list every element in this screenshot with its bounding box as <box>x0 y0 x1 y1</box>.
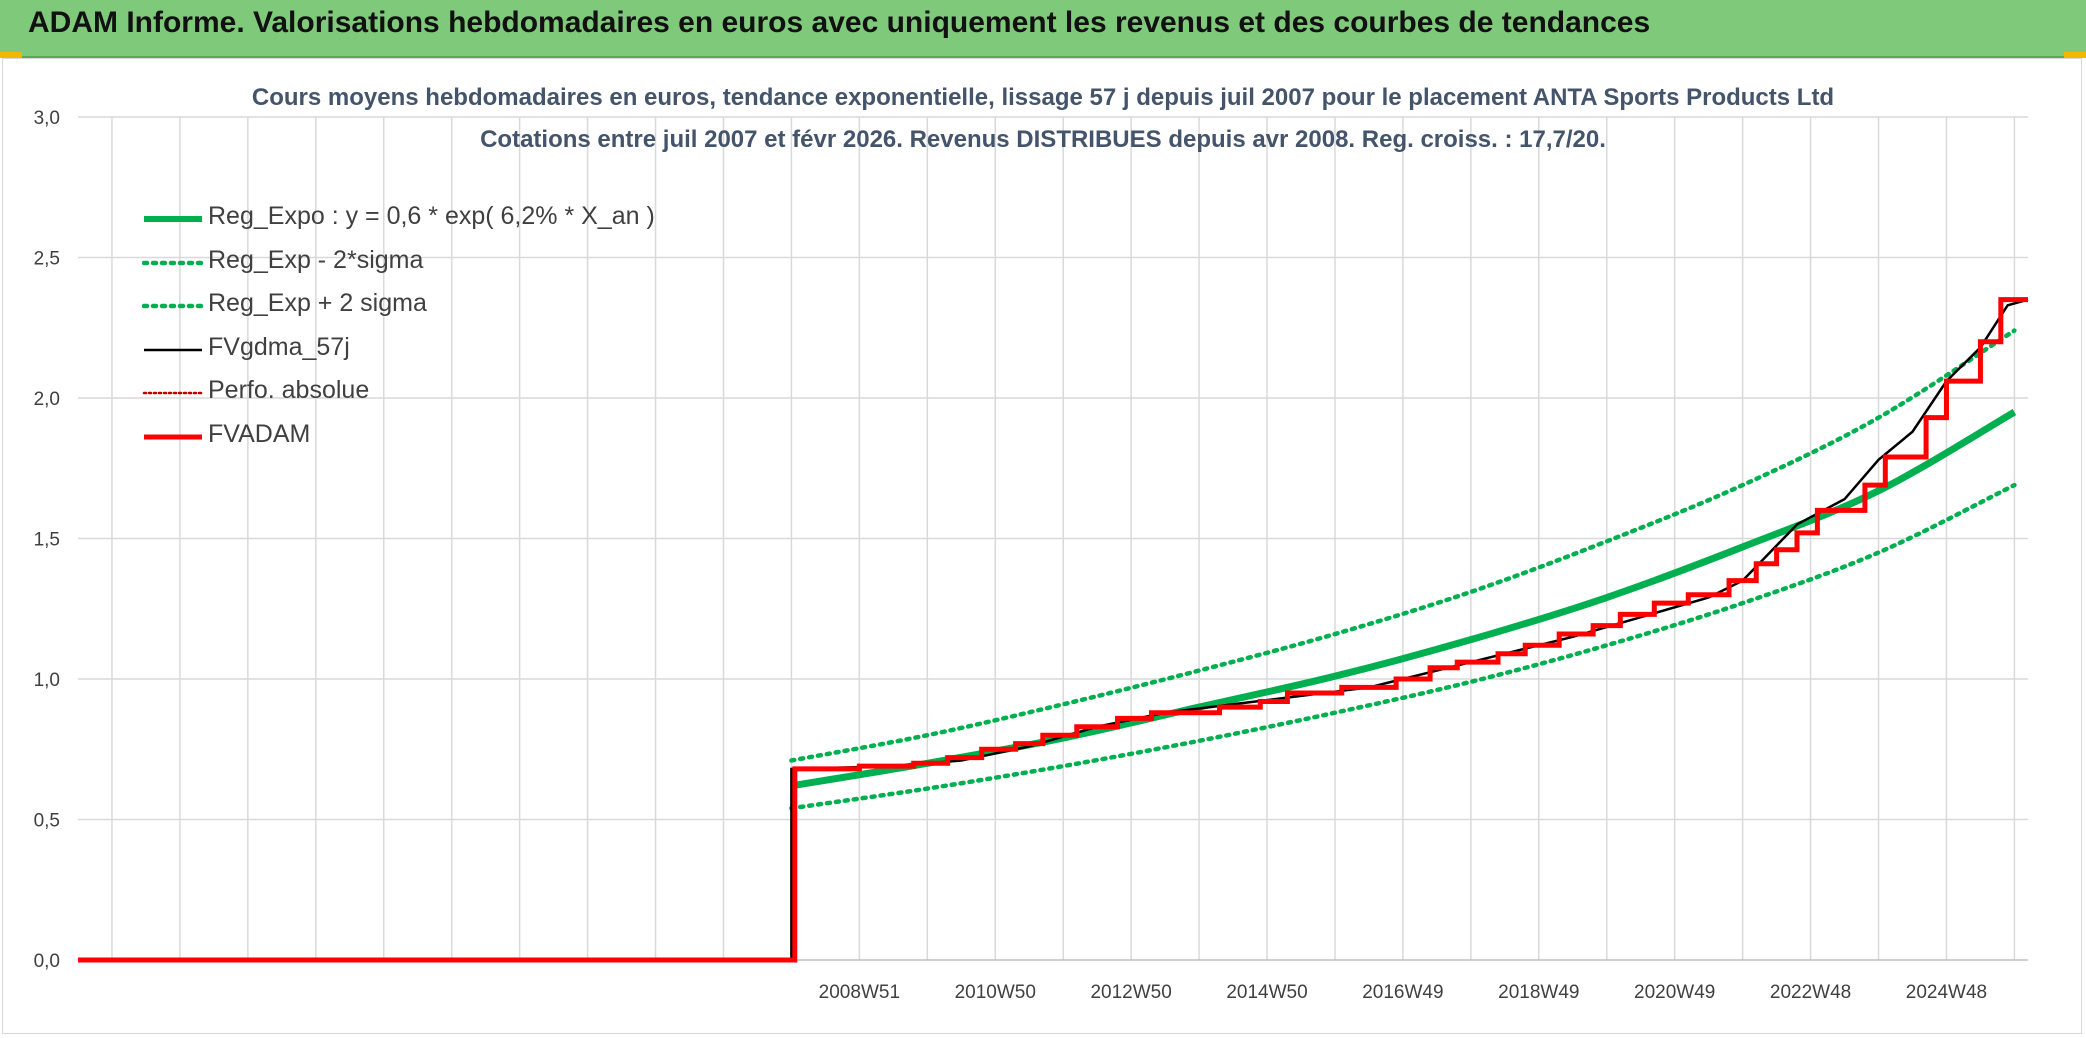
y-tick-label: 0,5 <box>34 811 60 832</box>
x-tick-labels: 2008W51 2010W50 2012W50 2014W50 2016W49 2018W… <box>819 982 1987 1003</box>
legend-swatch <box>144 434 202 439</box>
y-tick-label: 2,0 <box>34 389 60 410</box>
legend-label: Reg_Exp - 2*sigma <box>208 245 424 274</box>
y-tick-label: 1,5 <box>34 530 60 551</box>
x-tick-label: 2018W49 <box>1498 982 1579 1003</box>
legend-swatch <box>142 303 204 309</box>
legend-swatch <box>144 216 202 222</box>
x-tick-label: 2012W50 <box>1090 982 1171 1003</box>
chart-title: Cours moyens hebdomadaires en euros, ten… <box>251 84 1835 111</box>
series-layer <box>78 297 2029 963</box>
legend-swatch <box>144 348 202 351</box>
chart-subtitle: Cotations entre juil 2007 et févr 2026. … <box>480 126 1606 153</box>
y-tick-labels: 0,0 0,5 1,0 1,5 2,0 2,5 3,0 <box>34 108 60 972</box>
title-banner: ADAM Informe. Valorisations hebdomadaire… <box>0 0 2086 58</box>
legend-label: Reg_Expo : y = 0,6 * exp( 6,2% * X_an ) <box>208 202 655 230</box>
legend-label: Perfo. absolue <box>208 376 370 404</box>
banner-corner-left <box>0 52 22 58</box>
banner-title: ADAM Informe. Valorisations hebdomadaire… <box>28 6 1651 39</box>
y-tick-label: 2,5 <box>34 249 60 270</box>
series-line-1 <box>789 482 2017 811</box>
x-tick-label: 2014W50 <box>1226 982 1307 1003</box>
y-tick-label: 1,0 <box>34 670 60 691</box>
y-tick-label: 3,0 <box>34 108 60 129</box>
vertical-gridlines <box>111 117 2016 960</box>
horizontal-gridlines <box>78 116 2028 821</box>
chart-frame <box>2 58 2082 1034</box>
series-line-5 <box>78 297 2028 963</box>
series-line-2 <box>789 328 2017 763</box>
legend-label: FVgdma_57j <box>208 332 350 361</box>
x-tick-label: 2024W48 <box>1906 982 1987 1003</box>
legend-label: Reg_Exp + 2 sigma <box>208 289 427 317</box>
y-tick-label: 0,0 <box>34 951 60 972</box>
x-tick-label: 2020W49 <box>1634 982 1715 1003</box>
x-tick-label: 2008W51 <box>819 982 900 1003</box>
legend-swatch <box>142 391 204 395</box>
x-tick-label: 2010W50 <box>955 982 1036 1003</box>
legend-label: FVADAM <box>208 419 311 448</box>
banner-corner-right <box>2064 52 2086 58</box>
x-tick-label: 2016W49 <box>1362 982 1443 1003</box>
x-tick-label: 2022W48 <box>1770 982 1851 1003</box>
legend-swatch <box>142 260 204 265</box>
